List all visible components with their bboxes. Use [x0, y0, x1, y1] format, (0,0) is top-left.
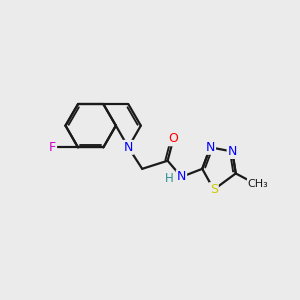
Text: N: N — [228, 145, 237, 158]
Text: O: O — [168, 132, 178, 145]
Text: S: S — [210, 183, 218, 196]
Text: N: N — [206, 141, 215, 154]
Text: H: H — [165, 172, 174, 184]
Text: N: N — [177, 170, 186, 183]
Text: F: F — [49, 141, 56, 154]
Text: CH₃: CH₃ — [248, 179, 268, 189]
Text: N: N — [124, 141, 133, 154]
